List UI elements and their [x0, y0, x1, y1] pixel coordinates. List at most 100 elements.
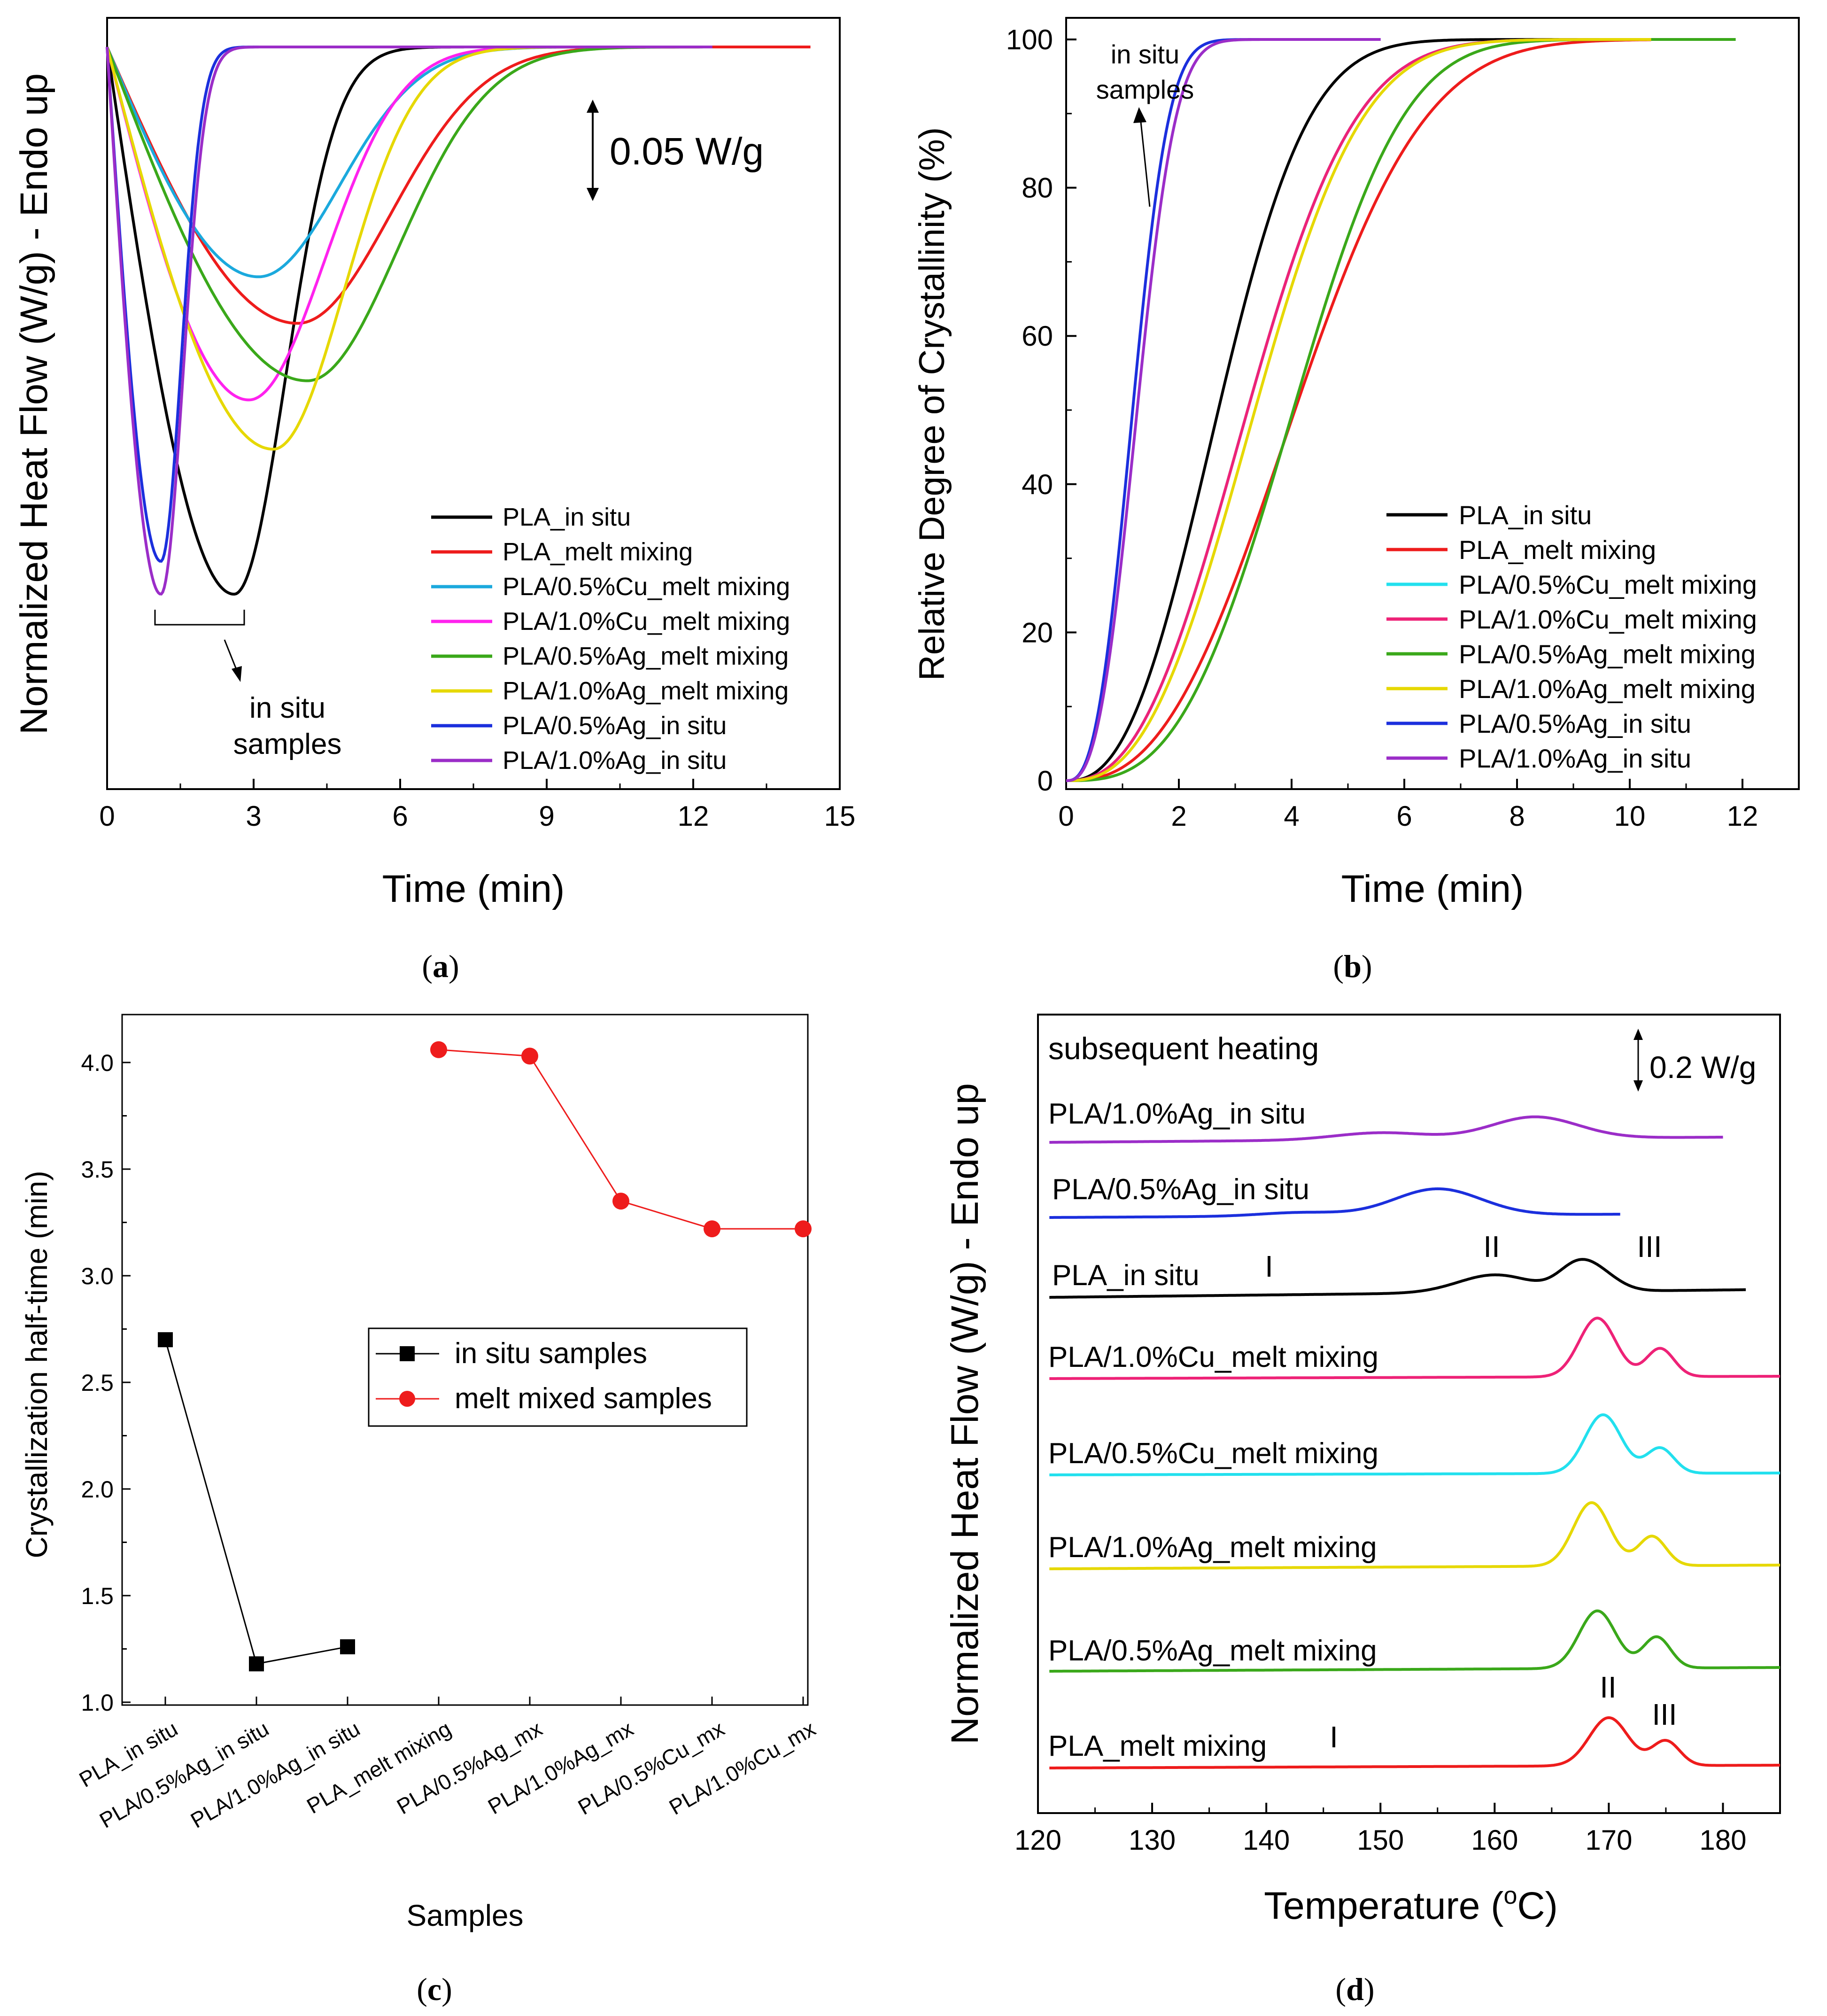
scale-bar-arrow-up [587, 100, 599, 113]
panel-d: 120 130 140 150 160 170 180 subsequent heating… [944, 1014, 1781, 2007]
panel-d-axes: 120 130 140 150 160 170 180 [1014, 1803, 1747, 1856]
panel-d-ylabel: Normalized Heat Flow (W/g) - Endo up [944, 1083, 986, 1745]
panel-b-ylabel: Relative Degree of Crystallinity (%) [912, 127, 952, 681]
bracket-line [154, 610, 245, 626]
y-tick-label-0: 0 [1037, 765, 1053, 797]
panel-d-scale-label: 0.2 W/g [1649, 1050, 1756, 1085]
panel-a-caption: (a) [422, 948, 459, 984]
y-tick-label-2.0: 2.0 [81, 1476, 114, 1503]
data-point-melt-mixed-samples [704, 1220, 720, 1238]
legend-label-pla-1-0-cu-melt-mixing: PLA/1.0%Cu_melt mixing [503, 607, 790, 636]
bracket-arrow-head [232, 666, 242, 682]
legend-label-melt-mixed: melt mixed samples [455, 1382, 712, 1415]
panel-b-xlabel: Time (min) [1341, 868, 1524, 910]
panel-d-curve-labels: PLA/1.0%Ag_in situ PLA/0.5%Ag_in situ PLA_… [1048, 1098, 1378, 1762]
legend-label-pla-0-5-ag-melt-mixing: PLA/0.5%Ag_melt mixing [503, 642, 789, 670]
panel-b-arrow-line [1139, 117, 1151, 207]
data-point-melt-mixed-samples [430, 1041, 447, 1058]
x-tick-label-130: 130 [1129, 1824, 1176, 1856]
scale-bar-arrow-down [1633, 1080, 1643, 1092]
bracket-arrow-line [224, 639, 239, 673]
curve-pla-1-0-cu-melt-mixing [1066, 38, 1651, 782]
x-tick-label-170: 170 [1585, 1824, 1632, 1856]
legend-label-pla-0-5-ag-melt-mixing: PLA/0.5%Ag_melt mixing [1459, 639, 1756, 669]
peak-mark-III-in-situ: III [1637, 1230, 1662, 1264]
legend-label-pla-1-0-ag-in-situ: PLA/1.0%Ag_in situ [1459, 744, 1691, 773]
y-tick-label-20: 20 [1022, 617, 1053, 648]
data-point-melt-mixed-samples [521, 1047, 538, 1065]
x-tick-label-150: 150 [1357, 1824, 1404, 1856]
x-tick-label-180: 180 [1699, 1824, 1746, 1856]
curve-pla-1-0-ag-melt-mixing [1066, 38, 1651, 782]
x-tick-label-4: 4 [1284, 800, 1299, 832]
x-tick-label-2: 2 [1171, 800, 1186, 832]
x-tick-label-0: 0 [99, 800, 115, 832]
x-tick-label-160: 160 [1471, 1824, 1518, 1856]
legend-label-pla-1-0-cu-melt-mixing: PLA/1.0%Cu_melt mixing [1459, 605, 1757, 634]
y-tick-label-1.5: 1.5 [81, 1583, 114, 1609]
panel-d-xlabel: Temperature (oC) [1264, 1882, 1558, 1927]
scale-bar-arrow-down [587, 188, 599, 201]
panel-a-scale-bar: 0.05 W/g [587, 100, 764, 201]
x-tick-label-pla-0-5-cu-mx: PLA/0.5%Cu_mx [574, 1716, 728, 1820]
panel-c-caption: (c) [417, 1971, 452, 2007]
curve-pla-0-5-ag-in-situ [106, 46, 712, 563]
curve-pla-0-5-ag-in-situ [1066, 38, 1381, 782]
curve-pla-0-5-ag-melt-mixing [106, 46, 712, 382]
panel-a-x-axis: 0 3 6 9 12 15 [99, 779, 855, 832]
x-tick-label-9: 9 [539, 800, 554, 832]
panel-d-caption: (d) [1335, 1971, 1374, 2007]
y-tick-label-80: 80 [1022, 172, 1053, 204]
x-tick-label-12: 12 [678, 800, 709, 832]
curve-pla-1-0-ag-melt-mixing [1049, 1501, 1780, 1570]
peak-mark-I-melt: I [1330, 1720, 1338, 1754]
legend-label-pla-in-situ: PLA_in situ [503, 503, 631, 531]
curve-label-pla-0-5-cu-melt-mixing: PLA/0.5%Cu_melt mixing [1048, 1437, 1378, 1470]
x-tick-label-0: 0 [1058, 800, 1074, 832]
panel-a-curves [106, 46, 811, 596]
x-tick-label-8: 8 [1509, 800, 1525, 832]
panel-d-title: subsequent heating [1048, 1031, 1319, 1066]
curve-pla-0-5-cu-melt-mixing [1049, 1413, 1780, 1476]
panel-b-in-situ-note: in situ samples [1096, 39, 1194, 207]
panel-c-legend: in situ samples melt mixed samples [368, 1327, 748, 1427]
legend-label-pla-1-0-ag-melt-mixing: PLA/1.0%Ag_melt mixing [1459, 674, 1756, 704]
x-tick-label-12: 12 [1727, 800, 1758, 832]
legend-label-pla-0-5-ag-in-situ: PLA/0.5%Ag_in situ [503, 712, 727, 740]
panel-a-annotation-line1: in situ [249, 692, 325, 724]
curve-label-pla-1-0-cu-melt-mixing: PLA/1.0%Cu_melt mixing [1048, 1341, 1378, 1373]
y-tick-label-4.0: 4.0 [81, 1050, 114, 1076]
legend-label-pla-0-5-cu-melt-mixing: PLA/0.5%Cu_melt mixing [1459, 570, 1757, 599]
legend-marker-circle [399, 1391, 415, 1407]
curve-pla-1-0-ag-in-situ [1049, 1115, 1723, 1144]
panel-a-scale-label: 0.05 W/g [610, 130, 764, 173]
curve-pla-melt-mixing [1066, 38, 1651, 782]
curve-label-pla-1-0-ag-melt-mixing: PLA/1.0%Ag_melt mixing [1048, 1531, 1377, 1564]
panel-a-in-situ-bracket: in situ samples [154, 610, 342, 760]
legend-label-in-situ: in situ samples [455, 1337, 647, 1370]
curve-label-pla-0-5-ag-in-situ: PLA/0.5%Ag_in situ [1052, 1173, 1309, 1206]
x-tick-label-3: 3 [246, 800, 261, 832]
x-tick-label-140: 140 [1243, 1824, 1290, 1856]
curve-pla-1-0-ag-melt-mixing [106, 46, 693, 451]
legend-label-pla-0-5-ag-in-situ: PLA/0.5%Ag_in situ [1459, 709, 1691, 738]
curve-pla-in-situ [1066, 38, 1651, 782]
panel-a-annotation-line2: samples [233, 728, 342, 760]
y-tick-label-40: 40 [1022, 469, 1053, 500]
legend-label-pla-1-0-ag-in-situ: PLA/1.0%Ag_in situ [503, 746, 727, 775]
y-tick-label-60: 60 [1022, 320, 1053, 352]
y-tick-label-100: 100 [1006, 24, 1053, 55]
y-tick-label-3.0: 3.0 [81, 1263, 114, 1289]
legend-label-pla-0-5-cu-melt-mixing: PLA/0.5%Cu_melt mixing [503, 573, 790, 601]
panel-b-annotation-line1: in situ [1111, 39, 1179, 69]
panel-b-caption: (b) [1333, 948, 1372, 984]
legend-label-pla-1-0-ag-melt-mixing: PLA/1.0%Ag_melt mixing [503, 677, 789, 705]
legend-label-pla-melt-mixing: PLA_melt mixing [1459, 535, 1656, 565]
x-tick-label-6: 6 [392, 800, 408, 832]
x-tick-label-15: 15 [824, 800, 856, 832]
panel-b-plot-frame [1065, 17, 1800, 790]
curve-pla-0-5-ag-melt-mixing [1049, 1609, 1780, 1673]
panel-d-plot-frame [1037, 1014, 1781, 1814]
